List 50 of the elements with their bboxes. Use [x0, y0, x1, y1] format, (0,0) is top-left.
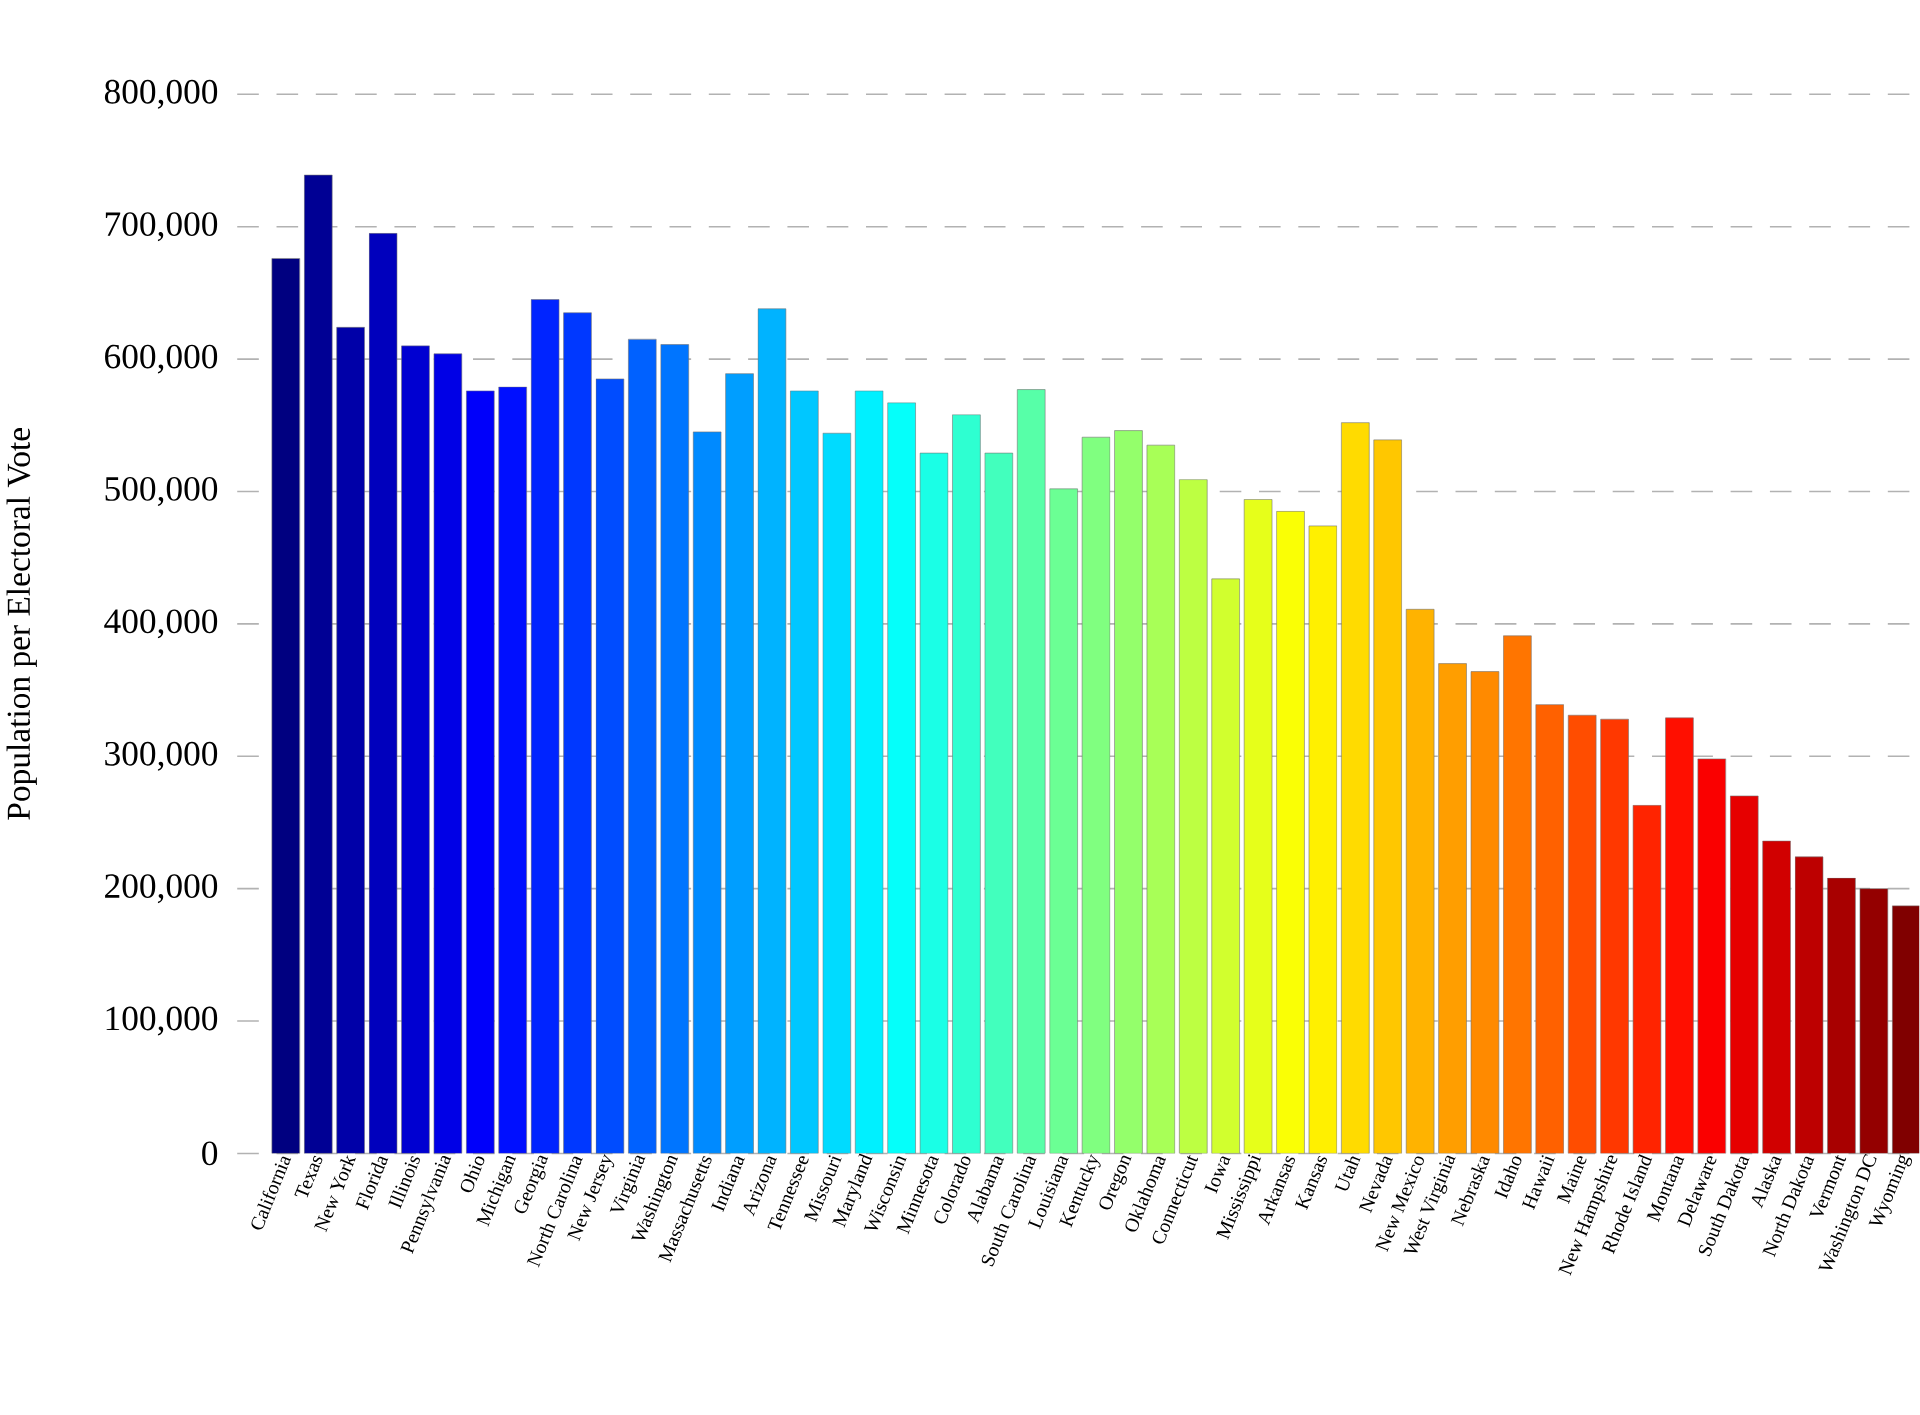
- y-tick-label: 800,000: [104, 79, 218, 109]
- y-tick-label: 600,000: [105, 344, 218, 374]
- bar: [1665, 717, 1694, 1154]
- bar: [368, 233, 398, 1154]
- bar: [1146, 444, 1176, 1154]
- bar: [1503, 635, 1532, 1154]
- x-tick-label: Utah: [1334, 1156, 1361, 1191]
- bar: [1600, 719, 1629, 1154]
- bar: [1729, 795, 1759, 1154]
- bar: [822, 433, 852, 1154]
- bar: [466, 390, 495, 1154]
- bar: [401, 345, 430, 1154]
- y-axis-title: Population per Electoral Vote: [6, 428, 37, 820]
- bar: [1049, 488, 1078, 1154]
- bar: [336, 327, 365, 1154]
- bar: [1535, 704, 1565, 1154]
- bar: [1308, 525, 1338, 1154]
- x-tick-label: Kansas: [1294, 1156, 1327, 1211]
- bar: [1762, 840, 1791, 1154]
- y-tick-label: 400,000: [104, 609, 218, 639]
- bar: [1211, 578, 1240, 1154]
- bar: [498, 386, 527, 1154]
- bar: [1179, 479, 1208, 1154]
- x-tick-label: Florida: [355, 1156, 389, 1211]
- x-tick-label: Alaska: [1751, 1156, 1782, 1209]
- bar: [692, 431, 722, 1154]
- x-tick-label: Idaho: [1494, 1156, 1522, 1200]
- y-tick-label: 100,000: [106, 1006, 218, 1036]
- bar: [304, 174, 333, 1154]
- bar: [1892, 905, 1920, 1154]
- bar: [919, 452, 949, 1154]
- y-tick-label: 700,000: [105, 212, 218, 242]
- bar: [1827, 877, 1856, 1154]
- bar: [1276, 511, 1305, 1154]
- bar: [1081, 437, 1111, 1154]
- y-tick-label: 200,000: [105, 874, 218, 904]
- bar: [952, 414, 981, 1154]
- y-tick-label: 500,000: [105, 477, 218, 507]
- bar: [1405, 609, 1435, 1154]
- bar: [984, 452, 1014, 1154]
- y-tick-label: 0: [202, 1141, 218, 1166]
- bar: [757, 308, 787, 1154]
- x-tick-label: Hawaii: [1521, 1155, 1555, 1211]
- bar: [725, 373, 754, 1154]
- bar: [1438, 663, 1467, 1154]
- bar: [1632, 805, 1662, 1154]
- bar: [1794, 856, 1824, 1154]
- bar: [854, 390, 884, 1154]
- y-tick-label: 300,000: [105, 741, 218, 771]
- bar: [530, 299, 560, 1154]
